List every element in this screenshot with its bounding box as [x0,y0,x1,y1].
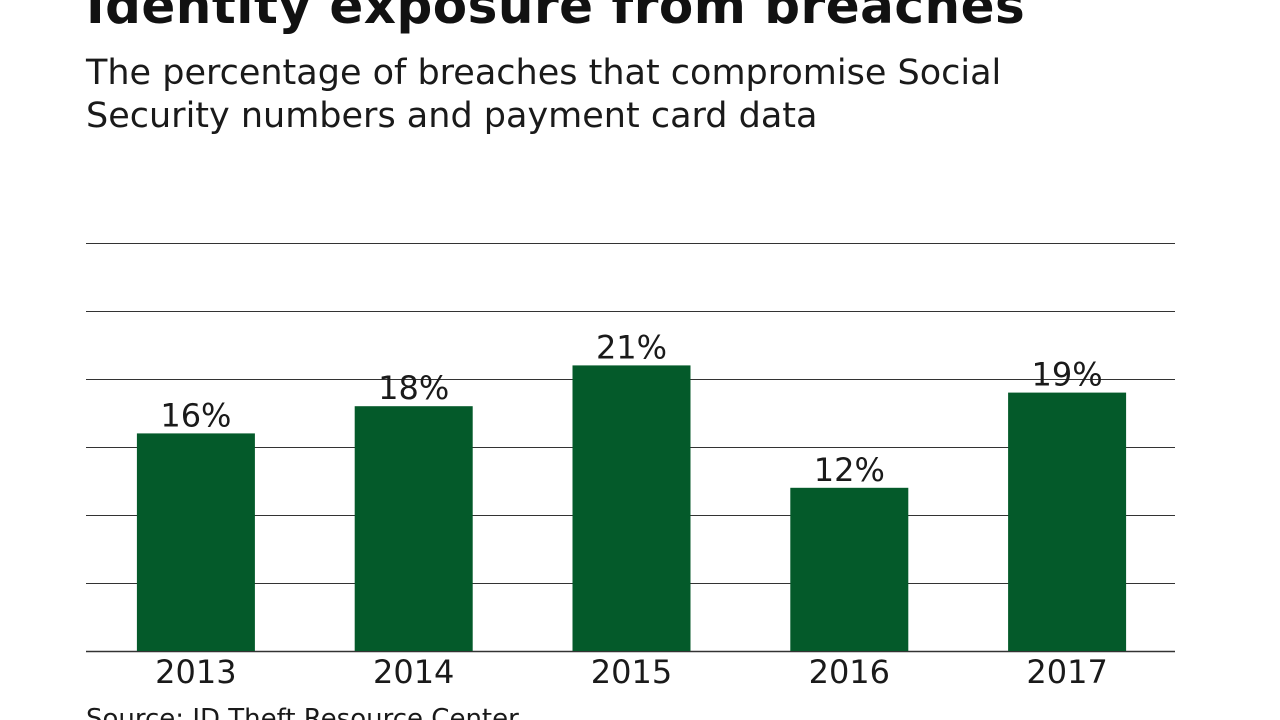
data-label-2017: 19% [1032,356,1103,394]
source-note: Source: ID Theft Resource Center [86,704,519,720]
x-tick-label-2016: 2016 [809,653,890,691]
data-label-2015: 21% [596,328,667,366]
bar-2014 [354,406,473,651]
x-tick-label-2017: 2017 [1026,653,1107,691]
data-label-2013: 16% [160,396,231,434]
bar-2016 [790,487,909,651]
bar-2013 [136,433,255,651]
bars [136,365,1127,651]
data-label-2016: 12% [814,451,885,489]
bar-2015 [572,365,691,651]
x-tick-label-2015: 2015 [591,653,672,691]
data-label-2014: 18% [378,369,449,407]
x-tick-label-2013: 2013 [155,653,236,691]
x-tick-label-2014: 2014 [373,653,454,691]
x-axis-tick-labels: 2013 2014 2015 2016 2017 [155,653,1108,691]
bar-2017 [1008,392,1127,651]
data-labels: 16% 18% 21% 12% 19% [160,328,1102,488]
chart-title: Identity exposure from breaches [86,0,1026,35]
chart-subtitle: The percentage of breaches that compromi… [86,53,1002,136]
